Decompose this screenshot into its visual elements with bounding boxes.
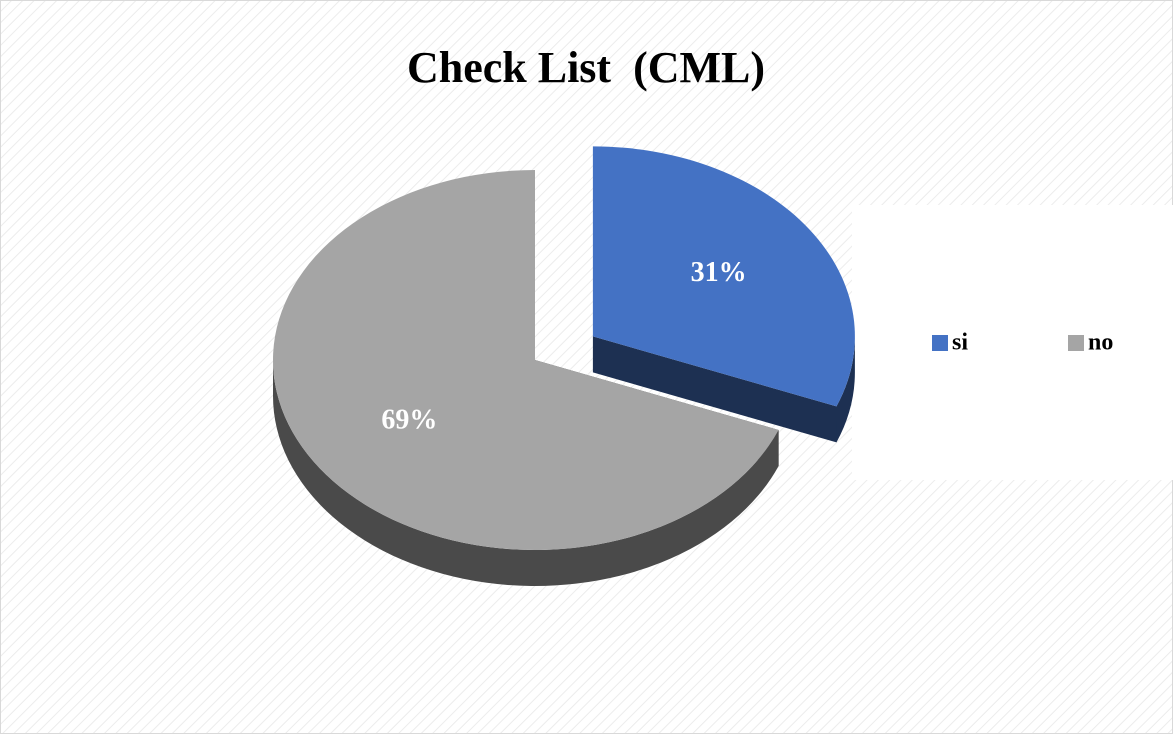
legend-box [852,205,1173,480]
chart-title: Check List (CML) [407,43,765,92]
data-label: 69% [381,404,437,435]
slice-side [273,360,779,587]
legend-swatch [932,335,948,351]
data-label: 31% [691,257,747,288]
legend-label: no [1088,330,1113,356]
legend-label: si [952,330,968,356]
pie-slice [592,146,855,407]
slice-side [836,336,855,443]
pie-slice [273,170,779,550]
slice-side [592,336,837,443]
legend-swatch [1068,335,1084,351]
